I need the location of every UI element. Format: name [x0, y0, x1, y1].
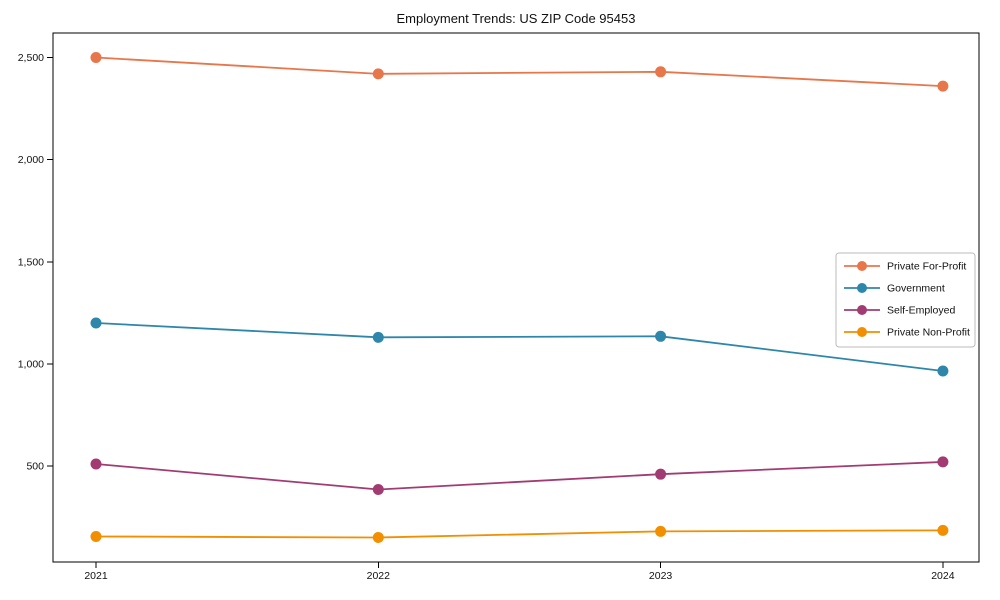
data-point [937, 456, 949, 468]
plot-spines [52, 32, 980, 563]
series-line [95, 56, 944, 88]
legend-marker-dot [857, 283, 867, 293]
legend-marker-dot [857, 305, 867, 315]
series-line [95, 529, 944, 539]
data-point [655, 330, 667, 342]
legend-box [835, 252, 976, 348]
chart-title: Employment Trends: US ZIP Code 95453 [397, 11, 636, 26]
legend-marker-dot [857, 261, 867, 271]
legend-label: Self-Employed [887, 305, 955, 317]
data-point [372, 531, 384, 543]
data-point [90, 530, 102, 542]
x-tick-label: 2021 [84, 570, 108, 582]
legend-label: Private Non-Profit [887, 327, 970, 339]
data-point [655, 66, 667, 78]
legend-label: Private For-Profit [887, 261, 966, 273]
y-tick-label: 1,500 [18, 256, 44, 268]
x-tick-label: 2024 [931, 570, 955, 582]
legend-marker-dot [857, 327, 867, 337]
data-point [655, 468, 667, 480]
x-tick-label: 2022 [367, 570, 391, 582]
y-tick-label: 2,500 [18, 52, 44, 64]
data-point [937, 365, 949, 377]
data-point [90, 317, 102, 329]
series-line [95, 461, 944, 491]
y-tick-label: 500 [26, 461, 44, 473]
data-point [372, 483, 384, 495]
data-point [90, 458, 102, 470]
y-tick-label: 2,000 [18, 154, 44, 166]
legend-label: Government [887, 283, 945, 295]
y-tick-label: 1,000 [18, 358, 44, 370]
series-line [95, 322, 944, 372]
x-tick-label: 2023 [649, 570, 673, 582]
y-axis: 500 1,000 1,500 2,000 2,500 [18, 52, 53, 473]
data-point [937, 80, 949, 92]
data-point [90, 52, 102, 64]
legend: Private For-Profit Government Self-Employe… [835, 252, 976, 348]
data-point [937, 524, 949, 536]
data-point [372, 68, 384, 80]
data-point [372, 331, 384, 343]
data-point [655, 525, 667, 537]
x-axis: 2021 2022 2023 2024 [84, 562, 955, 582]
plot-border [52, 32, 980, 563]
data-series [90, 52, 949, 543]
